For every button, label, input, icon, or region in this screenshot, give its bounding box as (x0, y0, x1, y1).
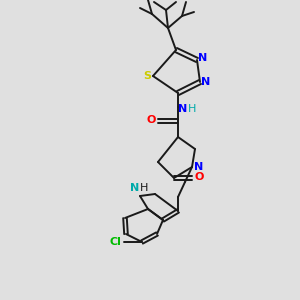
Text: N: N (178, 104, 188, 114)
Text: N: N (201, 77, 211, 87)
Text: H: H (188, 104, 196, 114)
Text: O: O (194, 172, 204, 182)
Text: N: N (130, 183, 140, 193)
Text: Cl: Cl (109, 237, 121, 247)
Text: O: O (146, 115, 156, 125)
Text: N: N (194, 162, 204, 172)
Text: H: H (140, 183, 148, 193)
Text: S: S (143, 71, 151, 81)
Text: N: N (198, 53, 208, 63)
